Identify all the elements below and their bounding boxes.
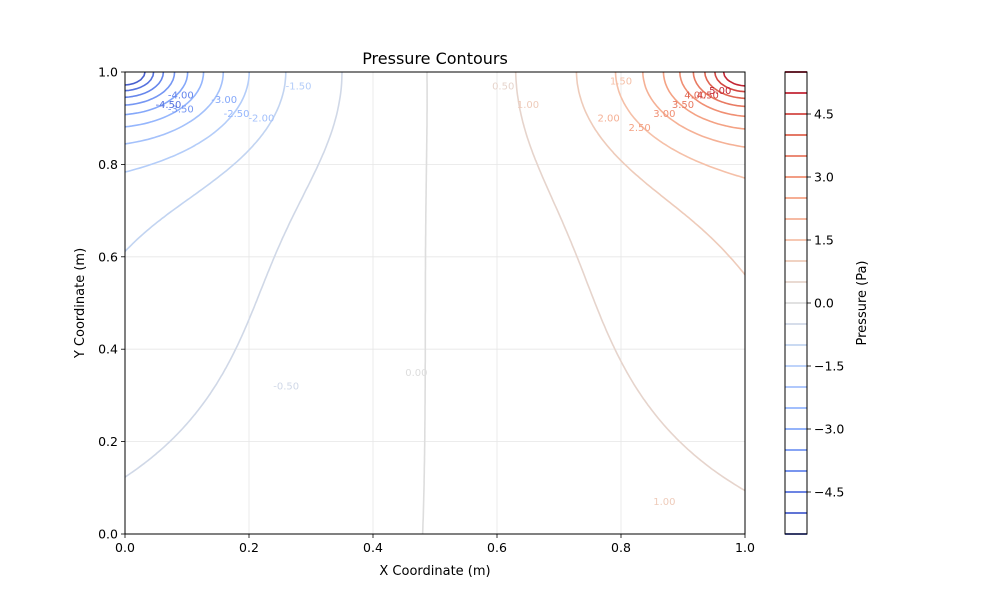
plot-frame: [124, 71, 746, 535]
x-tick-label: 0.4: [363, 540, 383, 555]
contour-label: 2.50: [628, 123, 650, 134]
x-tick-label: 1.0: [735, 540, 755, 555]
contour-line: [704, 72, 745, 100]
y-tick-label: 1.0: [98, 65, 118, 80]
contour-label: -3.00: [211, 95, 237, 106]
contour-line: [125, 72, 287, 253]
contour-line: [125, 72, 343, 478]
contour-label: -4.00: [168, 91, 194, 102]
contour-label: 4.00: [684, 91, 706, 102]
contour-line: [662, 72, 745, 130]
contour-label: -1.50: [286, 81, 312, 92]
contour-line: [692, 72, 745, 108]
contour-line: [125, 72, 146, 86]
contour-label: 2.00: [597, 114, 619, 125]
contour-labels: -0.500.001.000.501.001.502.002.503.003.5…: [155, 77, 731, 508]
contour-label: 4.50: [697, 91, 719, 102]
contour-line: [614, 72, 745, 179]
contour-label: -4.50: [155, 100, 181, 111]
grid-lines: [124, 71, 746, 535]
colorbar-levels: [785, 71, 807, 535]
chart-title: Pressure Contours: [362, 49, 508, 68]
contour-label: 3.50: [672, 100, 694, 111]
colorbar-tick-label: 4.5: [814, 107, 834, 122]
colorbar-ticks: −4.5 −3.0 −1.5 0.0 1.5 3.0 4.5: [807, 107, 844, 500]
contour-label: 3.00: [653, 109, 675, 120]
contour-label: -2.50: [224, 109, 250, 120]
contour-line: [125, 72, 250, 173]
colorbar-tick-label: 0.0: [814, 296, 834, 311]
contour-label: -3.50: [168, 104, 194, 115]
colorbar-tick-label: −3.0: [814, 422, 844, 437]
contour-label: 1.00: [517, 100, 539, 111]
colorbar-tick-label: −1.5: [814, 359, 844, 374]
x-axis-ticks: 0.0 0.2 0.4 0.6 0.8 1.0: [115, 534, 755, 555]
colorbar-tick-label: 1.5: [814, 233, 834, 248]
contour-label: 0.00: [405, 368, 427, 379]
contour-line: [514, 72, 745, 492]
x-tick-label: 0.2: [239, 540, 259, 555]
contour-label: 1.50: [610, 77, 632, 88]
y-tick-label: 0.0: [98, 527, 118, 542]
x-tick-label: 0.0: [115, 540, 135, 555]
contour-line: [722, 72, 745, 87]
contour-lines: [125, 72, 745, 534]
y-tick-label: 0.4: [98, 342, 118, 357]
y-tick-label: 0.6: [98, 249, 118, 264]
x-tick-label: 0.6: [487, 540, 507, 555]
y-axis-ticks: 0.0 0.2 0.4 0.6 0.8 1.0: [98, 65, 125, 542]
contour-line: [125, 72, 176, 106]
x-tick-label: 0.8: [611, 540, 631, 555]
contour-line: [679, 72, 745, 118]
colorbar-label: Pressure (Pa): [855, 260, 870, 345]
contour-line: [642, 72, 745, 148]
contour-line: [714, 72, 745, 93]
colorbar-tick-label: 3.0: [814, 170, 834, 185]
contour-line: [125, 72, 189, 116]
contour-label: 1.00: [653, 497, 675, 508]
contour-line: [125, 72, 155, 92]
y-axis-label: Y Coordinate (m): [73, 248, 88, 359]
contour-label: -0.50: [273, 382, 299, 393]
contour-label: 0.50: [492, 81, 514, 92]
contour-line: [125, 72, 165, 99]
contour-label: -2.00: [248, 114, 274, 125]
y-tick-label: 0.2: [98, 434, 118, 449]
contour-line: [421, 72, 428, 534]
colorbar-tick-label: −4.5: [814, 485, 844, 500]
contour-label: 5.00: [709, 86, 731, 97]
contour-line: [125, 72, 205, 128]
x-axis-label: X Coordinate (m): [379, 564, 490, 579]
y-tick-label: 0.8: [98, 157, 118, 172]
colorbar: −4.5 −3.0 −1.5 0.0 1.5 3.0 4.5 Pressure (Pa): [784, 71, 870, 535]
contour-line: [575, 72, 745, 276]
contour-line: [125, 72, 225, 145]
